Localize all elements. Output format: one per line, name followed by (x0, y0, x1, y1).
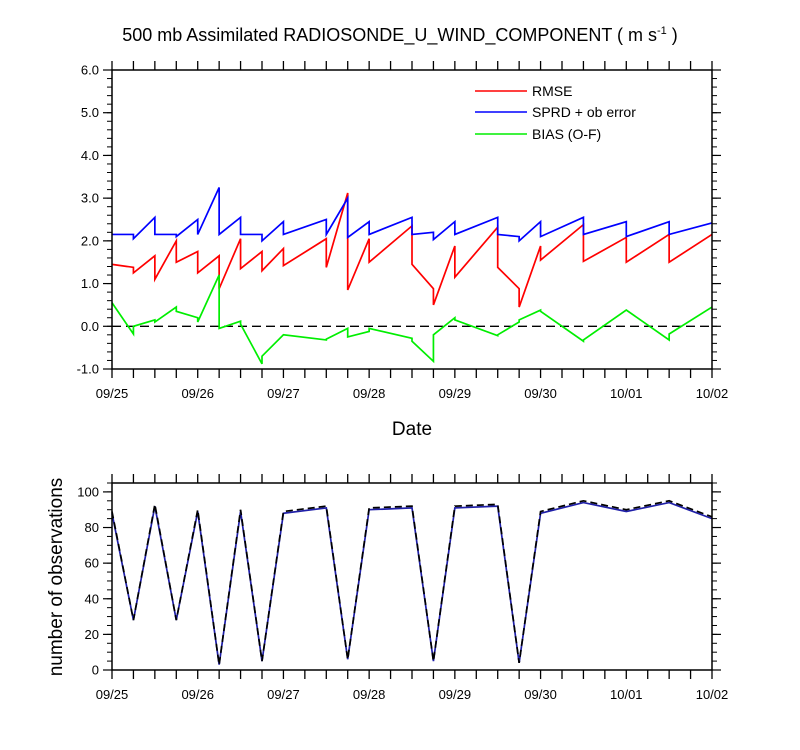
y-tick-label: 2.0 (81, 233, 99, 248)
x-tick-label: 10/01 (610, 687, 643, 702)
bottom-y-axis-title: number of observations (46, 478, 67, 677)
chart-title-superscript: -1 (657, 25, 667, 37)
y-tick-label: 1.0 (81, 276, 99, 291)
y-tick-label: -1.0 (77, 362, 99, 377)
x-tick-label: 10/02 (696, 386, 729, 401)
y-tick-label: 0.0 (81, 319, 99, 334)
x-tick-label: 10/01 (610, 386, 643, 401)
chart-title-main: 500 mb Assimilated RADIOSONDE_U_WIND_COM… (122, 25, 657, 46)
legend-label-bias: BIAS (O-F) (532, 126, 601, 142)
x-tick-label: 09/25 (96, 386, 129, 401)
x-tick-label: 09/30 (524, 687, 557, 702)
y-tick-label: 3.0 (81, 191, 99, 206)
y-tick-label: 0 (92, 663, 99, 678)
top-x-axis-title: Date (392, 419, 432, 440)
bottom-panel: 0 20 40 60 80 100 09/25 09/26 09/27 09/28 09/29 09/… (46, 474, 728, 702)
y-tick-label: 5.0 (81, 105, 99, 120)
legend-label-rmse: RMSE (532, 83, 572, 99)
x-tick-label: 09/26 (181, 687, 214, 702)
top-axis-ticks: -1.0 0.0 1.0 2.0 3.0 4.0 5.0 6.0 09/25 09/26 09/27… (77, 61, 729, 401)
chart-title: 500 mb Assimilated RADIOSONDE_U_WIND_COM… (122, 25, 678, 46)
x-tick-label: 09/28 (353, 386, 386, 401)
series-line-possible-observations (111, 499, 713, 665)
legend: RMSE SPRD + ob error BIAS (O-F) (475, 83, 636, 142)
y-tick-label: 20 (85, 627, 99, 642)
x-tick-label: 09/27 (267, 687, 300, 702)
x-tick-label: 10/02 (696, 687, 729, 702)
y-tick-label: 100 (77, 484, 99, 499)
series-line-used-observations (111, 501, 713, 665)
x-tick-label: 09/28 (353, 687, 386, 702)
series-line-rmse (111, 192, 713, 308)
y-tick-label: 40 (85, 591, 99, 606)
legend-label-sprd: SPRD + ob error (532, 104, 636, 120)
x-tick-label: 09/26 (181, 386, 214, 401)
x-tick-label: 09/25 (96, 687, 129, 702)
series-line-bias-o-f (111, 274, 713, 365)
y-tick-label: 6.0 (81, 63, 99, 78)
x-tick-label: 09/27 (267, 386, 300, 401)
y-tick-label: 80 (85, 520, 99, 535)
bottom-axis-ticks: 0 20 40 60 80 100 09/25 09/26 09/27 09/28 09/29 09/… (77, 474, 728, 702)
y-tick-label: 60 (85, 556, 99, 571)
top-panel: -1.0 0.0 1.0 2.0 3.0 4.0 5.0 6.0 09/25 09/26 09/27… (77, 61, 729, 440)
series-line-sprd-ob-error (112, 187, 713, 243)
top-series-group (111, 187, 713, 365)
x-tick-label: 09/29 (439, 687, 472, 702)
x-tick-label: 09/29 (439, 386, 472, 401)
y-tick-label: 4.0 (81, 148, 99, 163)
chart-title-suffix: ) (667, 25, 678, 45)
bottom-series-group (111, 499, 713, 665)
x-tick-label: 09/30 (524, 386, 557, 401)
